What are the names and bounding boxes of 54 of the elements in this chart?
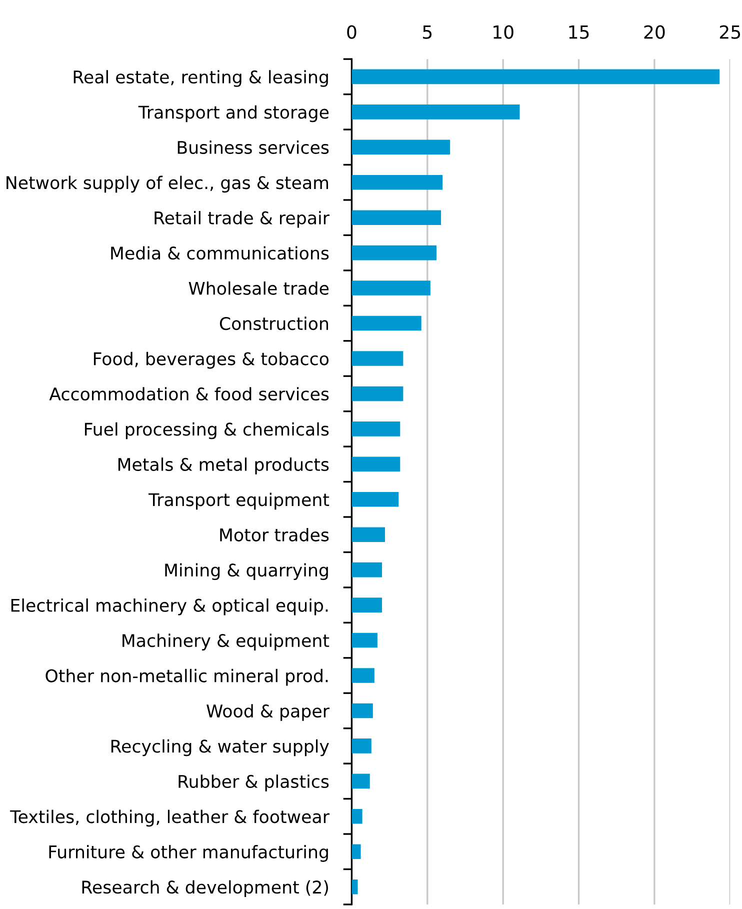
- bar: [352, 140, 450, 155]
- bar: [352, 527, 386, 542]
- bar: [352, 316, 422, 331]
- bar: [352, 738, 372, 754]
- y-tick-label: Network supply of elec., gas & steam: [6, 176, 328, 193]
- bar: [352, 104, 520, 120]
- y-tick-label: Other non-metallic mineral prod.: [46, 668, 328, 686]
- bar: [352, 174, 443, 190]
- y-tick-label: Retail trade & repair: [154, 210, 330, 228]
- bar: [352, 351, 404, 366]
- y-tick-label: Business services: [178, 140, 329, 154]
- x-tick-label: 20: [644, 25, 665, 39]
- y-tick-label: Transport and storage: [138, 105, 329, 122]
- y-tick-label: Motor trades: [220, 528, 329, 542]
- bar: [352, 280, 430, 296]
- y-tick-label: Machinery & equipment: [122, 634, 330, 650]
- y-tick-label: Food, beverages & tobacco: [94, 352, 329, 369]
- bar: [352, 456, 400, 472]
- y-tick-label: Real estate, renting & leasing: [74, 70, 328, 87]
- bar: [352, 809, 362, 824]
- x-tick-label: 15: [569, 26, 589, 39]
- bar: [352, 844, 361, 860]
- y-tick-label: Wood & paper: [206, 704, 330, 721]
- bar: [352, 632, 378, 648]
- bar: [352, 774, 370, 789]
- bar: [352, 598, 382, 612]
- x-tick-label: 0: [347, 25, 356, 39]
- y-tick-label: Construction: [220, 316, 328, 330]
- y-tick-label: Rubber & plastics: [178, 774, 329, 792]
- x-tick-label: 10: [494, 25, 514, 39]
- bar: [352, 668, 374, 683]
- bar: [352, 492, 399, 507]
- y-tick-label: Metals & metal products: [118, 458, 329, 474]
- y-tick-label: Mining & quarrying: [165, 563, 328, 580]
- bar: [352, 703, 373, 718]
- y-tick-label: Fuel processing & chemicals: [84, 422, 329, 440]
- bar: [352, 386, 404, 402]
- y-tick-label: Wholesale trade: [188, 281, 329, 295]
- bar: [352, 562, 382, 578]
- y-tick-label: Furniture & other manufacturing: [49, 845, 328, 862]
- bar: [352, 69, 720, 84]
- x-tick-label: 5: [423, 26, 432, 39]
- y-tick-label: Textiles, clothing, leather & footwear: [10, 810, 330, 827]
- x-tick-label: 25: [720, 25, 740, 39]
- bar: [352, 879, 358, 894]
- y-tick-label: Recycling & water supply: [111, 739, 329, 756]
- y-tick-label: Accommodation & food services: [49, 387, 329, 401]
- y-tick-label: Research & development (2): [82, 880, 328, 898]
- y-tick-label: Electrical machinery & optical equip.: [11, 598, 328, 616]
- y-tick-label: Transport equipment: [148, 492, 330, 510]
- y-tick-label: Media & communications: [111, 246, 329, 260]
- bar: [352, 210, 442, 225]
- bar: [352, 245, 436, 260]
- bar: [352, 422, 400, 436]
